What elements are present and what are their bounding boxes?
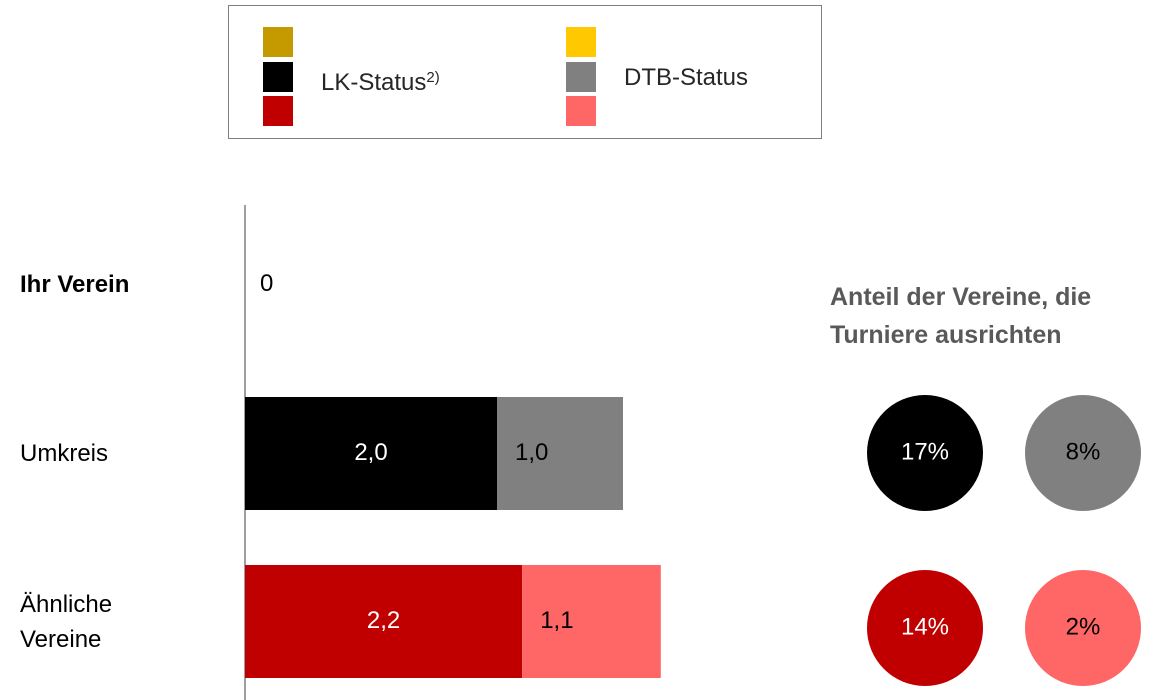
- share-circle: [1025, 395, 1141, 511]
- bar-segment: [245, 565, 523, 678]
- value-label: 0: [260, 270, 273, 297]
- bar-segment: [245, 397, 497, 510]
- value-label: 1,1: [540, 607, 573, 634]
- category-label: Ihr Verein: [20, 270, 130, 298]
- share-circle: [867, 395, 983, 511]
- legend-footnote: 2): [426, 69, 440, 86]
- legend-swatch: [263, 96, 293, 126]
- share-label: 8%: [1066, 438, 1101, 465]
- value-label: 2,0: [354, 439, 387, 466]
- share-circle: [867, 570, 983, 686]
- share-label: 17%: [901, 438, 949, 465]
- legend-swatch: [263, 27, 293, 57]
- legend-label: DTB-Status: [624, 64, 749, 91]
- legend-swatch: [566, 62, 596, 92]
- value-label: 1,0: [515, 439, 548, 466]
- legend-swatch: [566, 96, 596, 126]
- legend-label: LK-Status2): [321, 69, 440, 96]
- category-label: Umkreis: [20, 439, 108, 467]
- bar-segment: [522, 565, 661, 678]
- panel-title: Anteil der Vereine, die Turniere ausrich…: [830, 283, 1092, 349]
- share-label: 2%: [1066, 613, 1101, 640]
- category-label: Ähnliche Vereine: [20, 590, 113, 653]
- value-label: 2,2: [367, 607, 400, 634]
- share-label: 14%: [901, 613, 949, 640]
- legend-swatch: [263, 62, 293, 92]
- share-circle: [1025, 570, 1141, 686]
- legend-box: [228, 5, 822, 139]
- legend-swatch: [566, 27, 596, 57]
- bar-segment: [497, 397, 623, 510]
